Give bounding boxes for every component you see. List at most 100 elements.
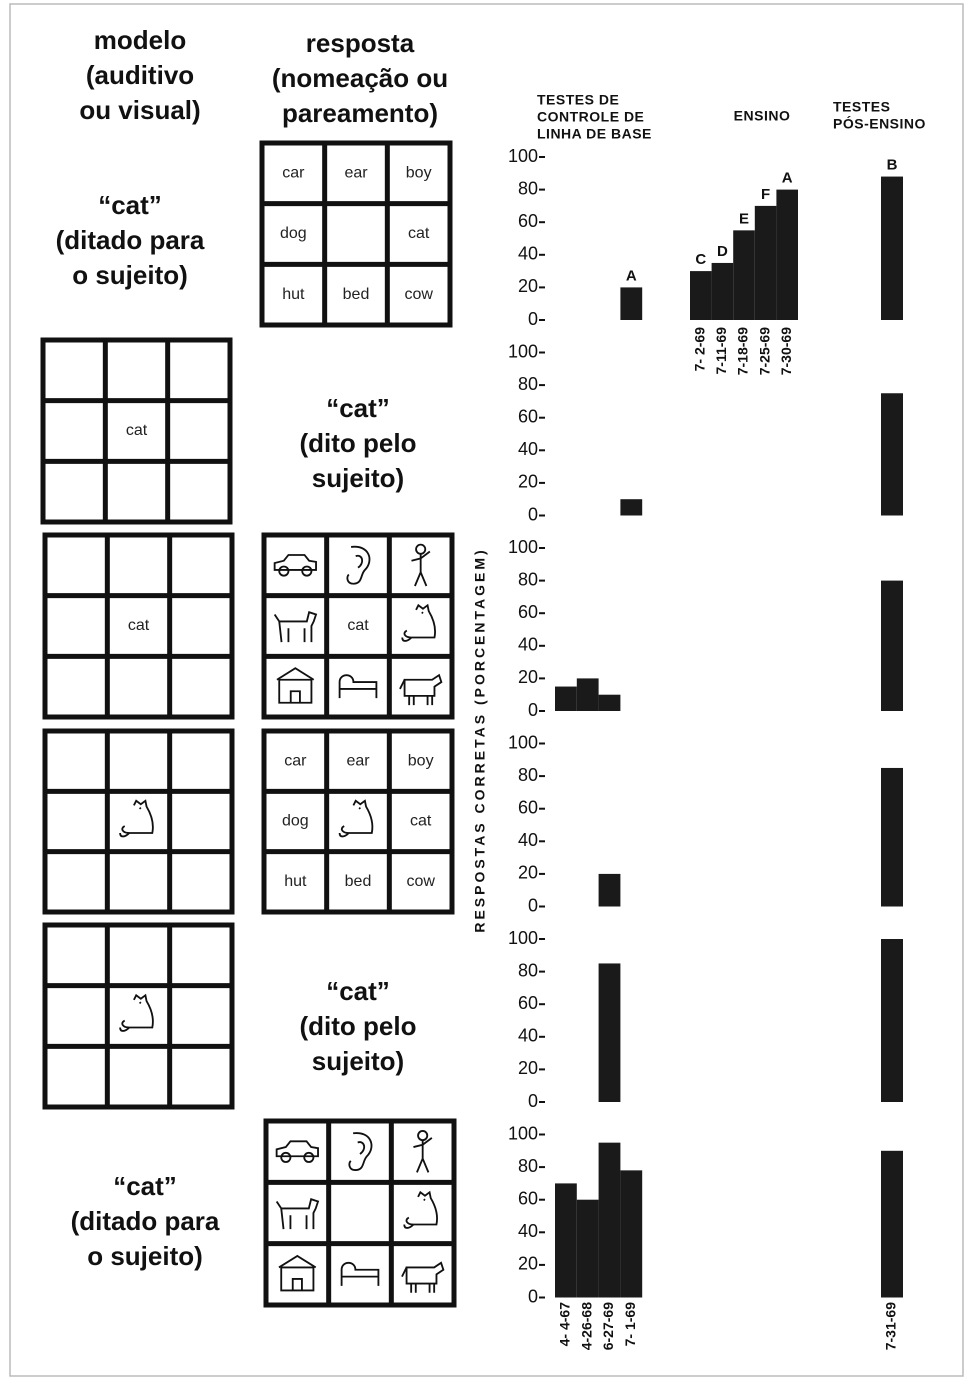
y-tick-label: 0 (528, 1091, 538, 1111)
bar (881, 393, 903, 515)
session-date: 7-30-69 (778, 327, 794, 375)
y-tick-label: 60 (518, 797, 538, 817)
y-tick-label: 0 (528, 309, 538, 329)
y-tick-label: 40 (518, 1221, 538, 1241)
y-tick-label: 100 (508, 1123, 538, 1143)
session-date: 6-27-69 (600, 1302, 616, 1350)
bar (712, 263, 734, 320)
y-tick-label: 20 (518, 1254, 538, 1274)
grid-frame (45, 731, 232, 912)
y-tick-label: 60 (518, 406, 538, 426)
cell-word: hut (284, 873, 307, 890)
bar (577, 678, 599, 711)
cell-word: dog (280, 225, 307, 242)
y-tick-label: 80 (518, 960, 538, 980)
response-text: sujeito) (312, 1046, 404, 1076)
bar (599, 963, 621, 1102)
bar (881, 939, 903, 1102)
y-tick-label: 60 (518, 602, 538, 622)
model-text: o sujeito) (72, 260, 188, 290)
y-tick-label: 20 (518, 863, 538, 883)
y-tick-label: 80 (518, 765, 538, 785)
cell-word: bed (343, 286, 370, 303)
session-date: 4- 4-67 (557, 1302, 573, 1347)
bar (620, 499, 642, 515)
bar (620, 287, 642, 320)
session-date: 7-18-69 (735, 327, 751, 375)
cell-word: cat (126, 422, 148, 439)
y-tick-label: 80 (518, 569, 538, 589)
y-tick-label: 0 (528, 1286, 538, 1306)
grid-frame (45, 925, 232, 1107)
cell-word: cat (128, 617, 150, 634)
session-date: 4-26-68 (578, 1302, 594, 1350)
y-tick-label: 0 (528, 895, 538, 915)
session-date: 7- 1-69 (622, 1302, 638, 1347)
y-tick-label: 100 (508, 341, 538, 361)
page: modelo(auditivoou visual)resposta(nomeaç… (0, 0, 971, 1381)
y-tick-label: 0 (528, 504, 538, 524)
response-text: “cat” (326, 393, 390, 423)
response-text: sujeito) (312, 463, 404, 493)
cell-word: cat (347, 617, 369, 634)
bar-label: A (782, 170, 793, 187)
bar (577, 1200, 599, 1298)
y-tick-label: 20 (518, 472, 538, 492)
y-tick-label: 80 (518, 374, 538, 394)
y-tick-label: 40 (518, 635, 538, 655)
bar (599, 1143, 621, 1298)
response-text: “cat” (326, 976, 390, 1006)
cell-word: bed (345, 873, 372, 890)
bar-label: B (887, 157, 898, 174)
y-tick-label: 80 (518, 1156, 538, 1176)
cell-word: cat (408, 225, 430, 242)
cell-word: boy (408, 752, 434, 769)
cell-word: cow (406, 873, 435, 890)
bar-label: C (695, 251, 706, 268)
session-date: 7-25-69 (756, 327, 772, 375)
bar (599, 695, 621, 711)
bar (755, 206, 777, 320)
bar (733, 230, 755, 320)
y-tick-label: 0 (528, 700, 538, 720)
icon-stroke (359, 808, 360, 809)
icon-stroke (422, 612, 423, 613)
icon-stroke (140, 1002, 141, 1003)
response-text: (dito pelo (300, 1011, 417, 1041)
cell-word: ear (346, 752, 370, 769)
y-tick-label: 100 (508, 732, 538, 752)
y-tick-label: 60 (518, 993, 538, 1013)
phase-header: TESTES (833, 99, 890, 115)
response-text: (dito pelo (300, 428, 417, 458)
bar-label: E (739, 210, 749, 227)
icon-stroke (424, 1199, 425, 1200)
y-tick-label: 100 (508, 146, 538, 166)
response-header: pareamento) (282, 98, 438, 128)
phase-header: ENSINO (734, 108, 791, 124)
y-tick-label: 40 (518, 830, 538, 850)
bar (690, 271, 712, 320)
phase-header: LINHA DE BASE (537, 126, 652, 142)
bar (620, 1170, 642, 1297)
bar-label: A (626, 267, 637, 284)
y-tick-label: 40 (518, 244, 538, 264)
cell-word: hut (282, 286, 305, 303)
session-date: 7-31-69 (883, 1302, 899, 1350)
session-date: 7-11-69 (713, 327, 729, 375)
cell-word: ear (344, 165, 368, 182)
cell-word: car (284, 752, 307, 769)
phase-header: PÓS-ENSINO (833, 115, 926, 132)
y-tick-label: 20 (518, 276, 538, 296)
bar (881, 177, 903, 320)
y-tick-label: 60 (518, 211, 538, 231)
phase-header: TESTES DE (537, 92, 619, 108)
model-header: (auditivo (86, 60, 194, 90)
response-header: resposta (306, 28, 415, 58)
y-tick-label: 40 (518, 1026, 538, 1046)
y-tick-label: 20 (518, 667, 538, 687)
phase-header: CONTROLE DE (537, 109, 644, 125)
bar (776, 190, 798, 320)
bar (555, 1183, 577, 1297)
bar (599, 874, 621, 907)
model-text: (ditado para (56, 225, 205, 255)
